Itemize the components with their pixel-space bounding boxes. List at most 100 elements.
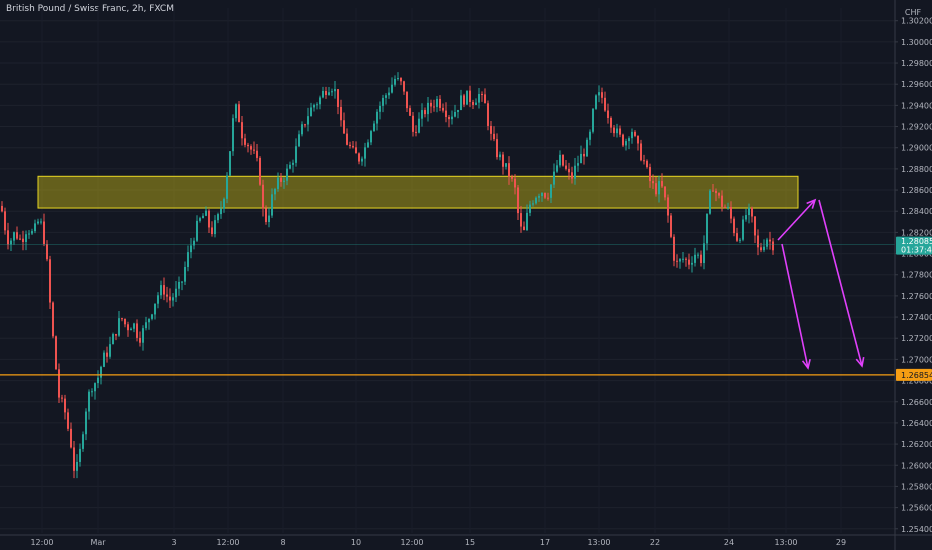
candle-body — [553, 171, 555, 185]
candle-body — [769, 239, 771, 242]
candle-body — [151, 314, 153, 319]
candle-body — [715, 190, 717, 194]
support-tag-bg — [896, 368, 932, 381]
candle-body — [121, 318, 123, 320]
candle-body — [403, 81, 405, 92]
candle-body — [343, 120, 345, 134]
candle-body — [739, 239, 741, 241]
candle-body — [625, 141, 627, 146]
candle-body — [214, 220, 216, 235]
y-tick-label: 1.28600 — [901, 186, 932, 195]
candle-body — [595, 95, 597, 109]
candle-body — [70, 428, 72, 448]
y-tick-label: 1.27600 — [901, 292, 932, 301]
candle-body — [247, 144, 249, 147]
candle-body — [562, 154, 564, 166]
candle-body — [727, 206, 729, 208]
candle-body — [631, 131, 633, 139]
candle-body — [253, 149, 255, 151]
candle-body — [178, 281, 180, 289]
candle-body — [439, 98, 441, 108]
candle-body — [322, 90, 324, 98]
arrow-up-head — [806, 198, 817, 209]
candle-body — [433, 106, 435, 108]
candle-body — [724, 206, 726, 208]
candle-body — [721, 195, 723, 207]
candle-body — [466, 90, 468, 105]
x-tick-label: 8 — [280, 538, 285, 547]
candle-body — [529, 204, 531, 213]
candle-body — [91, 391, 93, 393]
candle-body — [442, 107, 444, 111]
candle-body — [748, 207, 750, 216]
candle-body — [688, 259, 690, 265]
candle-body — [259, 157, 261, 185]
candle-body — [241, 122, 243, 139]
candle-body — [709, 190, 711, 214]
x-tick-label: 22 — [650, 538, 660, 547]
candle-body — [622, 134, 624, 146]
candle-body — [751, 207, 753, 217]
y-tick-label: 1.30200 — [901, 17, 932, 26]
candle-body — [217, 214, 219, 221]
candle-body — [508, 163, 510, 177]
x-tick-label: Mar — [90, 538, 106, 547]
candle-body — [235, 104, 237, 119]
candle-body — [427, 102, 429, 115]
candle-body — [85, 411, 87, 435]
candle-body — [175, 288, 177, 298]
candle-body — [496, 139, 498, 158]
arrow-down-leg-long — [818, 199, 863, 367]
candle-body — [607, 110, 609, 118]
candle-body — [184, 266, 186, 282]
candle-body — [190, 245, 192, 253]
candle-body — [370, 131, 372, 143]
candle-body — [310, 107, 312, 117]
candle-body — [226, 175, 228, 199]
y-tick-label: 1.29400 — [901, 101, 932, 110]
candle-body — [367, 142, 369, 148]
currency-label: CHF — [905, 8, 922, 17]
x-tick-label: 15 — [465, 538, 475, 547]
candle-body — [544, 192, 546, 198]
candle-body — [157, 295, 159, 304]
candle-body — [469, 90, 471, 102]
candle-body — [262, 184, 264, 209]
y-tick-label: 1.29000 — [901, 144, 932, 153]
candle-body — [703, 243, 705, 264]
y-tick-label: 1.26400 — [901, 419, 932, 428]
candle-body — [166, 294, 168, 297]
candle-body — [547, 197, 549, 199]
candle-body — [520, 213, 522, 227]
candle-body — [37, 221, 39, 224]
candle-body — [301, 124, 303, 135]
candle-body — [136, 323, 138, 338]
candle-body — [7, 230, 9, 245]
candle-body — [46, 244, 48, 260]
candle-body — [268, 215, 270, 223]
candle-body — [127, 324, 129, 331]
candle-body — [61, 397, 63, 399]
candle-body — [193, 240, 195, 246]
candle-body — [196, 220, 198, 241]
y-tick-label: 1.25600 — [901, 504, 932, 513]
current-price-tag-bg — [896, 236, 932, 255]
candle-body — [448, 116, 450, 120]
arrow-down-head-long — [855, 357, 865, 368]
candle-body — [532, 203, 534, 205]
candle-body — [526, 212, 528, 231]
candle-body — [271, 194, 273, 216]
candle-body — [730, 206, 732, 219]
x-tick-label: 17 — [540, 538, 550, 547]
candle-body — [745, 215, 747, 220]
candle-body — [559, 154, 561, 166]
resistance-zone[interactable] — [37, 175, 799, 209]
grid-layer — [0, 8, 895, 533]
candle-body — [382, 97, 384, 106]
projection-arrows[interactable] — [777, 198, 865, 370]
countdown-label: 01:37:40 — [901, 246, 932, 255]
candle-body — [295, 146, 297, 163]
candle-body — [211, 227, 213, 235]
candle-body — [436, 98, 438, 107]
